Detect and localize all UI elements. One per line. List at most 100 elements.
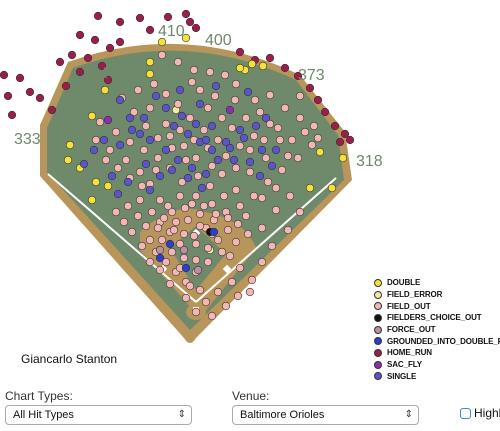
chart-type-select[interactable]: All Hit Types ⇕ bbox=[5, 405, 192, 425]
point-field-out[interactable] bbox=[147, 207, 157, 217]
point-field-out[interactable] bbox=[217, 113, 227, 123]
point-field-out[interactable] bbox=[191, 191, 201, 201]
point-double[interactable] bbox=[91, 177, 101, 187]
point-single[interactable] bbox=[151, 91, 161, 101]
point-field-out[interactable] bbox=[195, 285, 205, 295]
point-field-out[interactable] bbox=[179, 253, 189, 263]
point-field-out[interactable] bbox=[137, 241, 147, 251]
point-field-out[interactable] bbox=[250, 95, 260, 105]
point-field-out[interactable] bbox=[233, 291, 243, 301]
point-single[interactable] bbox=[191, 119, 201, 129]
point-field-out[interactable] bbox=[173, 99, 183, 109]
point-field-out[interactable] bbox=[235, 263, 245, 273]
point-field-out[interactable] bbox=[129, 107, 139, 117]
point-field-out[interactable] bbox=[245, 287, 255, 297]
venue-select[interactable]: Baltimore Orioles ⇕ bbox=[232, 405, 419, 425]
point-single[interactable] bbox=[207, 121, 217, 131]
point-field-out[interactable] bbox=[155, 195, 165, 205]
point-home-run[interactable] bbox=[280, 63, 290, 73]
point-double[interactable] bbox=[247, 59, 257, 69]
point-field-out[interactable] bbox=[153, 223, 163, 233]
point-single[interactable] bbox=[113, 189, 123, 199]
point-single[interactable] bbox=[195, 99, 205, 109]
point-field-out[interactable] bbox=[175, 125, 185, 135]
point-home-run[interactable] bbox=[115, 17, 125, 27]
point-single[interactable] bbox=[145, 185, 155, 195]
point-home-run[interactable] bbox=[345, 135, 355, 145]
point-single[interactable] bbox=[141, 159, 151, 169]
point-home-run[interactable] bbox=[320, 107, 330, 117]
point-single[interactable] bbox=[161, 145, 171, 155]
point-home-run[interactable] bbox=[335, 137, 345, 147]
point-field-out[interactable] bbox=[189, 231, 199, 241]
point-home-run[interactable] bbox=[293, 71, 303, 81]
point-field-out[interactable] bbox=[185, 113, 195, 123]
point-field-out[interactable] bbox=[145, 103, 155, 113]
point-field-out[interactable] bbox=[261, 153, 271, 163]
point-field-out[interactable] bbox=[203, 103, 213, 113]
point-double[interactable] bbox=[315, 147, 325, 157]
point-field-out[interactable] bbox=[199, 201, 209, 211]
point-single[interactable] bbox=[115, 95, 125, 105]
point-home-run[interactable] bbox=[90, 35, 100, 45]
point-single[interactable] bbox=[245, 157, 255, 167]
point-home-run[interactable] bbox=[340, 129, 350, 139]
point-home-run[interactable] bbox=[105, 43, 115, 53]
point-field-out[interactable] bbox=[271, 183, 281, 193]
point-double[interactable] bbox=[338, 153, 348, 163]
point-home-run[interactable] bbox=[191, 23, 201, 33]
point-field-out[interactable] bbox=[193, 171, 203, 181]
point-double[interactable] bbox=[181, 33, 191, 43]
point-field-out[interactable] bbox=[111, 207, 121, 217]
point-field-out[interactable] bbox=[263, 177, 273, 187]
point-field-out[interactable] bbox=[157, 235, 167, 245]
point-field-out[interactable] bbox=[231, 163, 241, 173]
point-field-out[interactable] bbox=[183, 215, 193, 225]
point-field-out[interactable] bbox=[221, 301, 231, 311]
point-field-out[interactable] bbox=[111, 127, 121, 137]
point-single[interactable] bbox=[183, 173, 193, 183]
point-field-out[interactable] bbox=[247, 275, 257, 285]
point-double[interactable] bbox=[87, 195, 97, 205]
point-force-out[interactable] bbox=[193, 265, 203, 275]
point-field-out[interactable] bbox=[211, 209, 221, 219]
point-single[interactable] bbox=[135, 129, 145, 139]
point-field-out[interactable] bbox=[227, 277, 237, 287]
point-field-out[interactable] bbox=[161, 257, 171, 267]
point-grounded-into-double-play[interactable] bbox=[209, 227, 219, 237]
point-field-out[interactable] bbox=[309, 121, 319, 131]
point-field-out[interactable] bbox=[213, 287, 223, 297]
point-single[interactable] bbox=[169, 121, 179, 131]
point-single[interactable] bbox=[177, 111, 187, 121]
point-field-out[interactable] bbox=[235, 201, 245, 211]
point-field-out[interactable] bbox=[295, 91, 305, 101]
point-field-out[interactable] bbox=[313, 133, 323, 143]
point-field-out[interactable] bbox=[201, 297, 211, 307]
point-field-out[interactable] bbox=[151, 165, 161, 175]
point-single[interactable] bbox=[243, 87, 253, 97]
point-single[interactable] bbox=[225, 143, 235, 153]
point-field-out[interactable] bbox=[207, 161, 217, 171]
point-field-out[interactable] bbox=[205, 181, 215, 191]
point-field-out[interactable] bbox=[161, 119, 171, 129]
point-single[interactable] bbox=[239, 133, 249, 143]
point-field-out[interactable] bbox=[220, 70, 230, 80]
point-home-run[interactable] bbox=[47, 105, 57, 115]
point-single[interactable] bbox=[251, 121, 261, 131]
point-field-out[interactable] bbox=[225, 251, 235, 261]
point-single[interactable] bbox=[221, 137, 231, 147]
point-field-out[interactable] bbox=[227, 123, 237, 133]
point-field-out[interactable] bbox=[233, 219, 243, 229]
point-field-out[interactable] bbox=[265, 90, 275, 100]
point-field-out[interactable] bbox=[195, 221, 205, 231]
point-field-out[interactable] bbox=[267, 241, 277, 251]
point-double[interactable] bbox=[145, 57, 155, 67]
point-field-out[interactable] bbox=[207, 311, 217, 321]
point-field-out[interactable] bbox=[230, 95, 240, 105]
point-single[interactable] bbox=[197, 183, 207, 193]
point-field-out[interactable] bbox=[191, 239, 201, 249]
point-field-out[interactable] bbox=[257, 193, 267, 203]
point-single[interactable] bbox=[175, 85, 185, 95]
point-field-out[interactable] bbox=[165, 131, 175, 141]
point-field-out[interactable] bbox=[245, 145, 255, 155]
